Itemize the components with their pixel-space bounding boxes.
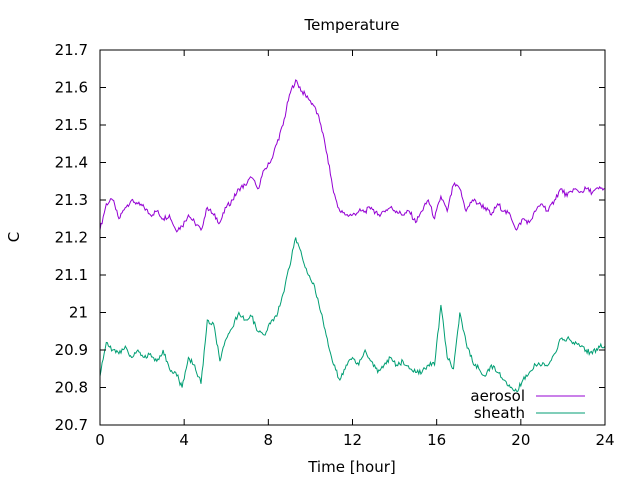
series-line-sheath (99, 237, 606, 393)
x-tick-label: 8 (264, 431, 274, 449)
x-tick-label: 20 (511, 431, 530, 449)
x-tick-label: 0 (95, 431, 105, 449)
y-tick-label: 21 (69, 304, 88, 322)
x-tick-label: 12 (343, 431, 362, 449)
y-tick-label: 20.9 (55, 341, 88, 359)
y-tick-label: 20.7 (55, 416, 88, 434)
series-layer (99, 79, 606, 393)
x-tick-label: 16 (427, 431, 446, 449)
series-line-aerosol (99, 79, 605, 233)
legend-label-sheath: sheath (474, 404, 525, 422)
y-tick-label: 21.1 (55, 266, 88, 284)
x-axis-label: Time [hour] (307, 458, 396, 476)
y-tick-label: 21.3 (55, 191, 88, 209)
plot-frame (99, 49, 606, 426)
y-tick-label: 21.6 (55, 79, 88, 97)
x-tick-label: 24 (595, 431, 614, 449)
legend-label-aerosol: aerosol (470, 387, 525, 405)
y-tick-label: 21.7 (55, 41, 88, 59)
y-axis-label: C (5, 232, 23, 242)
chart-title: Temperature (303, 16, 399, 34)
x-tick-label: 4 (179, 431, 189, 449)
y-tick-label: 21.4 (55, 154, 88, 172)
y-tick-label: 20.8 (55, 379, 88, 397)
ticks-layer: 0 4 8 12 16 20 24 20.7 20.8 20.9 21 21.1 21.2 21.3 21.… (55, 41, 615, 449)
y-tick-label: 21.2 (55, 229, 88, 247)
y-tick-label: 21.5 (55, 116, 88, 134)
